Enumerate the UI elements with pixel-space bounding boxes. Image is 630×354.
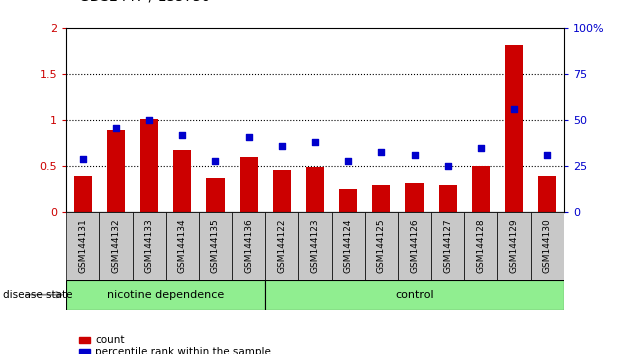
Point <box>509 107 519 112</box>
Text: GSM144122: GSM144122 <box>277 219 286 273</box>
Text: GSM144136: GSM144136 <box>244 219 253 273</box>
Bar <box>173 150 192 212</box>
Text: GSM144126: GSM144126 <box>410 219 419 273</box>
Point <box>111 125 121 131</box>
Text: GSM144124: GSM144124 <box>344 219 353 273</box>
Bar <box>273 170 291 212</box>
Text: GSM144132: GSM144132 <box>112 219 120 273</box>
Text: GSM144125: GSM144125 <box>377 219 386 273</box>
Bar <box>265 280 564 310</box>
Point <box>210 158 220 164</box>
Bar <box>472 166 490 212</box>
Bar <box>365 212 398 280</box>
Bar <box>74 176 92 212</box>
Bar <box>331 212 365 280</box>
Bar <box>107 130 125 212</box>
Text: GSM144123: GSM144123 <box>311 219 319 273</box>
Text: GSM144133: GSM144133 <box>145 219 154 273</box>
Bar <box>431 212 464 280</box>
Bar <box>207 178 224 212</box>
Point <box>443 164 453 169</box>
Bar <box>438 185 457 212</box>
Point <box>343 158 353 164</box>
Point <box>410 153 420 158</box>
Bar <box>538 176 556 212</box>
Bar <box>406 183 423 212</box>
Point <box>244 134 254 140</box>
Bar <box>265 212 299 280</box>
Point <box>77 156 88 162</box>
Text: count: count <box>95 335 125 345</box>
Text: GSM144131: GSM144131 <box>78 219 87 273</box>
Point <box>277 143 287 149</box>
Bar <box>498 212 530 280</box>
Text: GSM144130: GSM144130 <box>543 219 552 273</box>
Text: GSM144127: GSM144127 <box>444 219 452 273</box>
Bar <box>166 212 199 280</box>
Text: GSM144134: GSM144134 <box>178 219 186 273</box>
Bar <box>140 119 158 212</box>
Bar <box>66 280 265 310</box>
Point <box>542 153 553 158</box>
Bar <box>339 189 357 212</box>
Bar <box>398 212 431 280</box>
Bar <box>239 157 258 212</box>
Bar <box>232 212 265 280</box>
Text: GSM144135: GSM144135 <box>211 219 220 273</box>
Bar <box>464 212 498 280</box>
Text: control: control <box>395 290 434 300</box>
Bar <box>199 212 232 280</box>
Text: disease state: disease state <box>3 290 72 300</box>
Text: GSM144129: GSM144129 <box>510 219 518 273</box>
Bar <box>372 185 391 212</box>
Bar <box>306 167 324 212</box>
Bar <box>100 212 132 280</box>
Text: nicotine dependence: nicotine dependence <box>107 290 224 300</box>
Text: percentile rank within the sample: percentile rank within the sample <box>95 347 271 354</box>
Point <box>476 145 486 151</box>
Bar <box>66 212 100 280</box>
Point <box>310 139 320 145</box>
Point <box>144 118 154 123</box>
Text: GSM144128: GSM144128 <box>476 219 485 273</box>
Bar <box>505 45 523 212</box>
Bar <box>132 212 166 280</box>
Point <box>177 132 187 138</box>
Text: GDS2447 / 135750: GDS2447 / 135750 <box>79 0 210 4</box>
Bar <box>530 212 564 280</box>
Point <box>376 149 386 154</box>
Bar <box>299 212 331 280</box>
